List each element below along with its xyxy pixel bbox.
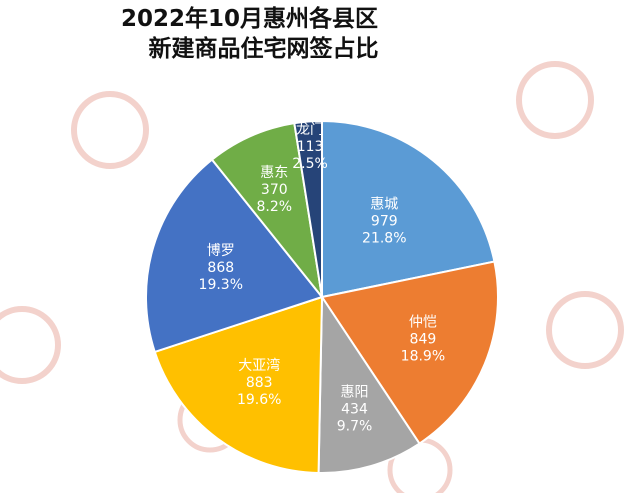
slice-label-4: 大亚湾 883 19.6% xyxy=(237,357,281,408)
pie-slice-2 xyxy=(320,260,499,445)
chart-title-line-1: 2022年10月惠州各县区 xyxy=(120,6,379,32)
pie-slice-7 xyxy=(293,119,323,298)
pie-slice-3 xyxy=(317,293,421,474)
chart-title-line-2: 新建商品住宅网签占比 xyxy=(148,36,379,62)
slice-label-6: 惠东 370 8.2% xyxy=(257,165,293,215)
slice-label-3: 惠阳 434 9.7% xyxy=(337,385,373,435)
slice-label-5: 博罗 868 19.3% xyxy=(199,242,243,293)
pie-slice-5 xyxy=(145,158,324,354)
pie-slice-6 xyxy=(210,122,324,301)
slice-label-1: 惠城 979 21.8% xyxy=(362,197,406,247)
pie-slice-4 xyxy=(153,295,324,474)
pie-slice-1 xyxy=(321,119,496,299)
slice-label-2: 仲恺 849 18.9% xyxy=(401,315,445,365)
chart-title: 2022年10月惠州各县区 新建商品住宅网签占比 xyxy=(0,4,627,64)
slice-label-7: 龙门 113 2.5% xyxy=(292,122,328,172)
